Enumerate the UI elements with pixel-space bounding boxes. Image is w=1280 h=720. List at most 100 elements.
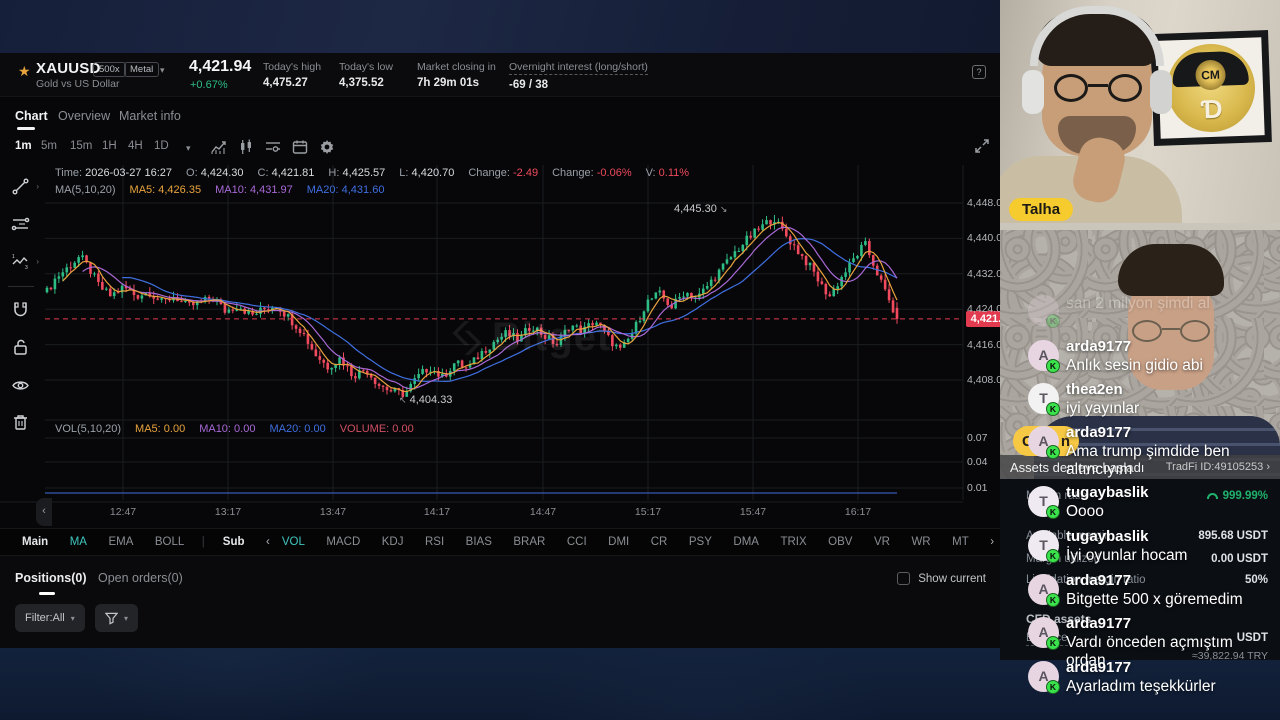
symbol-subtitle: Gold vs US Dollar bbox=[36, 78, 120, 90]
app-panel-row: Available margin 895.68 USDT bbox=[1026, 530, 1268, 542]
stat-value: 4,475.27 bbox=[263, 77, 308, 89]
indicator-obv[interactable]: OBV bbox=[828, 536, 853, 548]
assets-app-panel: Margin ratio 999.99% Available margin 895.6… bbox=[1000, 479, 1280, 662]
person1-headphones bbox=[1030, 6, 1164, 66]
timeframe-4h[interactable]: 4H bbox=[128, 140, 143, 152]
volume-legend: VOL(5,10,20) MA5: 0.00 MA10: 0.00 MA20: 0.0… bbox=[55, 423, 428, 435]
candlestick-chart[interactable] bbox=[0, 160, 1000, 520]
legend-item: H: 4,425.57 bbox=[328, 167, 386, 179]
tab-overview[interactable]: Overview bbox=[58, 109, 111, 123]
unlock-tool-icon[interactable] bbox=[11, 338, 31, 358]
time-axis-label: 13:47 bbox=[319, 506, 347, 518]
chart-style-icon[interactable] bbox=[210, 138, 228, 156]
timeframe-1m[interactable]: 1m bbox=[15, 140, 32, 152]
timeframe-dropdown-caret[interactable]: ▾ bbox=[186, 143, 191, 153]
arrow-up-left-icon: ↖ bbox=[399, 395, 407, 405]
legend-item: V: 0.11% bbox=[645, 167, 690, 179]
app-panel-row: Margin utilized 0.00 USDT bbox=[1026, 553, 1268, 565]
show-current-toggle[interactable]: Show current bbox=[897, 572, 986, 585]
indicator-psy[interactable]: PSY bbox=[688, 536, 712, 548]
collapse-drawing-bar-handle[interactable]: ‹ bbox=[36, 498, 52, 526]
tab-open-orders[interactable]: Open orders(0) bbox=[98, 571, 183, 585]
indicator-bias[interactable]: BIAS bbox=[465, 536, 492, 548]
stat-label: Market closing in bbox=[417, 61, 496, 73]
fullscreen-expand-icon[interactable] bbox=[974, 138, 990, 154]
category-badge: Metal bbox=[124, 62, 160, 77]
fib-lines-tool-icon[interactable] bbox=[11, 215, 31, 235]
tab-market-info[interactable]: Market info bbox=[119, 109, 181, 123]
legend-item: VOL(5,10,20) bbox=[55, 423, 122, 435]
indicator-brar[interactable]: BRAR bbox=[513, 536, 546, 548]
ohlc-legend: Time: 2026-03-27 16:27 O: 4,424.30 C: 4,42… bbox=[55, 167, 703, 179]
stat-label[interactable]: Overnight interest (long/short) bbox=[509, 61, 648, 75]
desk-edge bbox=[1000, 223, 1280, 230]
person2-glasses bbox=[1132, 320, 1210, 344]
symbol-name: XAUUSD bbox=[36, 60, 101, 77]
ticker-header: ★ XAUUSD 500x Metal ▾ Gold vs US Dollar … bbox=[0, 53, 1000, 97]
timeframe-15m[interactable]: 15m bbox=[70, 140, 93, 152]
indicator-sub[interactable]: Sub bbox=[222, 536, 245, 548]
indicator-cr[interactable]: CR bbox=[650, 536, 668, 548]
indicator-vr[interactable]: VR bbox=[873, 536, 890, 548]
person1-earcup-right bbox=[1150, 70, 1172, 114]
delete-trash-icon[interactable] bbox=[11, 413, 31, 433]
filter-all-dropdown[interactable]: Filter:All ▾ bbox=[15, 604, 85, 632]
calendar-icon[interactable] bbox=[291, 138, 309, 156]
stat-value: 7h 29m 01s bbox=[417, 77, 480, 89]
stream-banner: Assets demeye başladı TradFi ID:49105253… bbox=[1000, 455, 1280, 479]
chart-settings-gear-icon[interactable] bbox=[318, 138, 336, 156]
price-axis-label: 4,408.0 bbox=[967, 374, 1003, 386]
tab-chart[interactable]: Chart bbox=[15, 109, 48, 130]
legend-item: O: 4,424.30 bbox=[186, 167, 244, 179]
pill-text-left: Gö bbox=[1022, 432, 1043, 450]
indicator-boll[interactable]: BOLL bbox=[154, 536, 185, 548]
timeframe-1h[interactable]: 1H bbox=[102, 140, 117, 152]
volume-axis-label: 0.07 bbox=[967, 432, 988, 444]
trend-line-tool-icon[interactable]: › bbox=[11, 177, 39, 197]
candlestick-icon[interactable] bbox=[237, 138, 255, 156]
indicator-wr[interactable]: WR bbox=[911, 536, 931, 548]
stat-label: Today's high bbox=[263, 61, 322, 73]
send-button-pill[interactable]: Gö n bbox=[1013, 426, 1079, 456]
magnet-tool-icon[interactable] bbox=[11, 300, 31, 320]
timeframe-1d[interactable]: 1D bbox=[154, 140, 169, 152]
price-axis-label: 4,448.0 bbox=[967, 197, 1003, 209]
banner-tradfi-id[interactable]: TradFi ID:49105253 › bbox=[1165, 461, 1270, 473]
show-current-checkbox[interactable] bbox=[897, 572, 911, 585]
indicator-dma[interactable]: DMA bbox=[733, 536, 759, 548]
k-badge-icon: K bbox=[1046, 680, 1060, 694]
pill-text-right: n bbox=[1060, 432, 1070, 450]
stat-todays-low: Today's low 4,375.52 bbox=[339, 61, 393, 89]
indicator-rsi[interactable]: RSI bbox=[425, 536, 445, 548]
favorite-star-icon[interactable]: ★ bbox=[18, 63, 31, 79]
timeframe-5m[interactable]: 5m bbox=[41, 140, 57, 152]
visibility-eye-icon[interactable] bbox=[11, 376, 31, 396]
coin-d-letter: Ɗ bbox=[1200, 93, 1224, 125]
arrow-down-right-icon: ↘ bbox=[719, 204, 728, 214]
funnel-icon bbox=[105, 612, 118, 625]
indicator-vol[interactable]: VOL bbox=[281, 536, 305, 548]
indicator-cci[interactable]: CCI bbox=[566, 536, 587, 548]
balance-value: USDT bbox=[1236, 632, 1268, 644]
indicator-main[interactable]: Main bbox=[22, 536, 49, 548]
app-panel-row: Margin ratio 999.99% bbox=[1026, 490, 1268, 502]
symbol-dropdown-caret[interactable]: ▾ bbox=[160, 65, 165, 75]
indicators-icon[interactable] bbox=[264, 138, 282, 156]
indicator-ema[interactable]: EMA bbox=[108, 536, 134, 548]
indicator-mt[interactable]: MT bbox=[952, 536, 969, 548]
indicator-trix[interactable]: TRIX bbox=[780, 536, 807, 548]
indicator-[interactable]: › bbox=[990, 536, 995, 548]
avatar: A bbox=[1028, 661, 1059, 692]
tab-positions[interactable]: Positions(0) bbox=[15, 571, 87, 595]
indicator-[interactable]: ‹ bbox=[266, 536, 270, 548]
indicator-macd[interactable]: MACD bbox=[326, 536, 361, 548]
gold-coin-logo: CM Ɗ bbox=[1165, 42, 1257, 134]
indicator-ma[interactable]: MA bbox=[69, 536, 87, 548]
indicator-dmi[interactable]: DMI bbox=[608, 536, 630, 548]
banner-text: Assets demeye başladı bbox=[1010, 459, 1145, 475]
help-icon[interactable]: ? bbox=[972, 65, 986, 79]
indicator-kdj[interactable]: KDJ bbox=[381, 536, 404, 548]
filter-funnel-dropdown[interactable]: ▾ bbox=[95, 604, 139, 632]
coin-cm-text: CM bbox=[1195, 59, 1227, 91]
